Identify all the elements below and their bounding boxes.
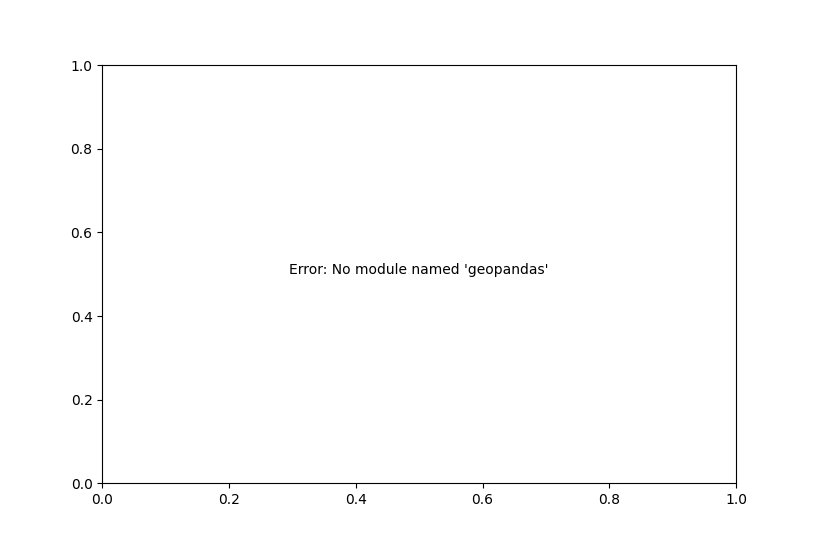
Text: Error: No module named 'geopandas': Error: No module named 'geopandas' xyxy=(290,263,549,277)
